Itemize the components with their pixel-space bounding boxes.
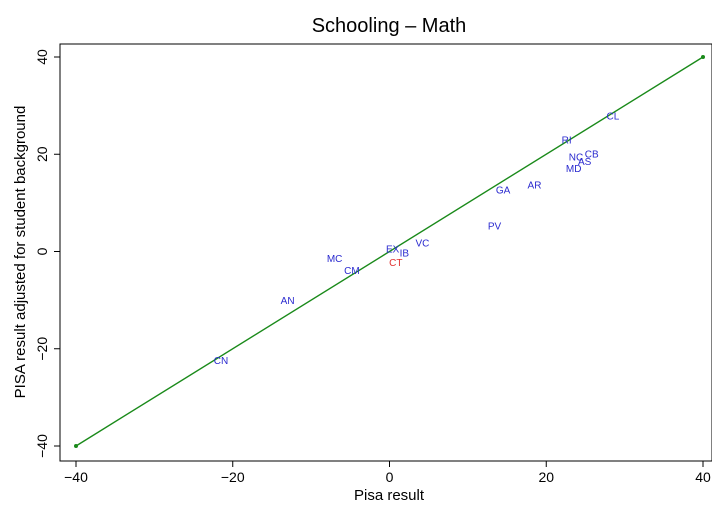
x-tick-label: 20	[538, 469, 554, 485]
point-label-cl: CL	[606, 111, 619, 122]
reference-line	[75, 56, 704, 447]
chart-title: Schooling – Math	[312, 15, 467, 37]
point-label-ga: GA	[496, 185, 511, 196]
point-label-ct: CT	[389, 258, 402, 269]
x-tick-label: 40	[695, 469, 711, 485]
y-axis-label: PISA result adjusted for student backgro…	[12, 106, 29, 399]
reference-line-endpoint	[74, 444, 78, 448]
y-tick-label: 40	[34, 49, 50, 65]
point-label-ib: IB	[400, 248, 410, 259]
point-label-mc: MC	[327, 254, 343, 265]
y-tick-label: 0	[34, 247, 50, 255]
reference-line-group	[74, 55, 705, 448]
point-label-ar: AR	[528, 180, 542, 191]
point-label-an: AN	[281, 296, 295, 307]
x-tick-label: −40	[64, 469, 88, 485]
point-label-ri: RI	[562, 136, 572, 147]
point-label-ex: EX	[386, 245, 400, 256]
y-tick-label: −20	[34, 337, 50, 361]
point-label-nc: NC	[569, 153, 583, 164]
y-tick-label: 20	[34, 146, 50, 162]
point-label-cn: CN	[214, 356, 228, 367]
axes: −40 −20 0 20 40 −40 −20 0 20 40	[34, 49, 711, 485]
x-tick-label: 0	[386, 469, 394, 485]
point-label-pv: PV	[488, 222, 502, 233]
point-label-as: AS	[578, 157, 592, 168]
reference-line-endpoint	[701, 55, 705, 59]
x-tick-label: −20	[221, 469, 245, 485]
point-label-md: MD	[566, 164, 582, 175]
point-label-cm: CM	[344, 266, 360, 277]
y-tick-label: −40	[34, 434, 50, 458]
point-label-vc: VC	[415, 239, 429, 250]
x-axis-label: Pisa result	[354, 487, 425, 504]
plot-frame	[59, 43, 712, 462]
point-label-cb: CB	[585, 149, 599, 160]
